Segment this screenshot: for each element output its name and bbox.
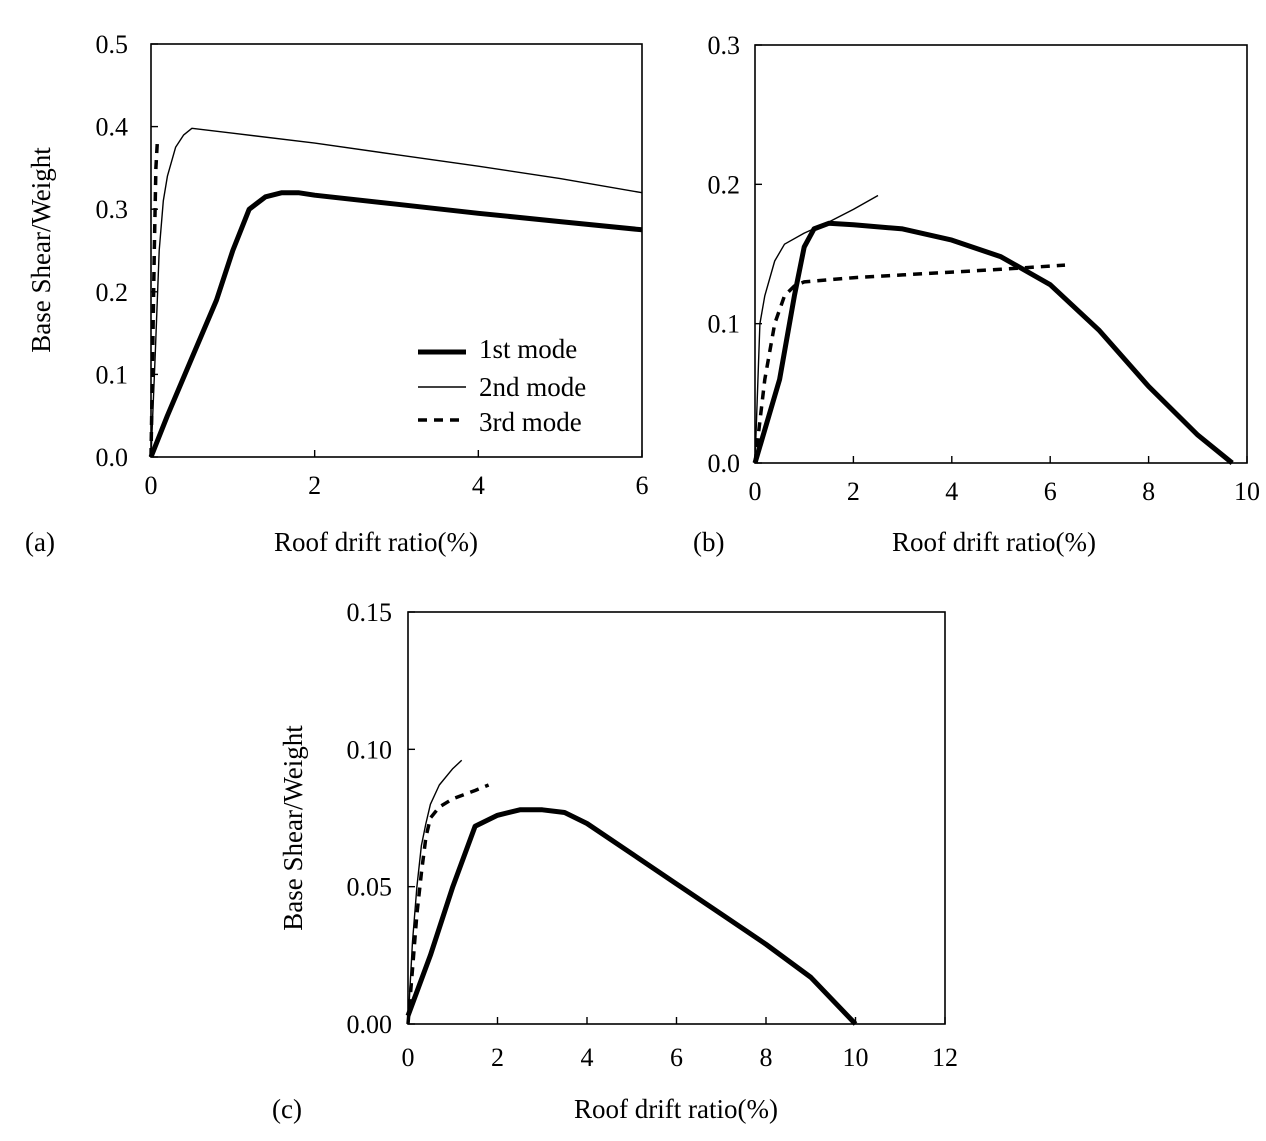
x-tick-label: 10: [843, 1043, 869, 1072]
series-line-3rd-mode: [753, 263, 1066, 464]
x-tick-label: 10: [1234, 477, 1260, 506]
y-tick-label: 0.3: [708, 31, 741, 60]
x-tick-label: 4: [472, 471, 485, 500]
x-tick-label: 6: [636, 471, 649, 500]
panel-c-y-axis-label: Base Shear/Weight: [278, 725, 308, 931]
series-line-2nd-mode: [150, 127, 643, 458]
series-line-1st-mode: [405, 807, 858, 1026]
x-tick-label: 8: [760, 1043, 773, 1072]
y-tick-label: 0.2: [708, 170, 741, 199]
legend-label-2nd-mode: 2nd mode: [479, 372, 586, 402]
x-tick-label: 6: [1044, 477, 1057, 506]
panel-a-y-axis-label: Base Shear/Weight: [26, 147, 56, 353]
panel-a-ticks: 0 2 4 6 0.0 0.1 0.2 0.3 0.4 0.5: [96, 30, 649, 500]
panel-c-marks: [405, 759, 858, 1026]
y-tick-label: 0.1: [708, 310, 741, 339]
legend-label-1st-mode: 1st mode: [479, 334, 577, 364]
series-line-3rd-mode: [149, 138, 160, 458]
x-tick-label: 2: [308, 471, 321, 500]
panel-c-label: (c): [272, 1094, 302, 1124]
y-tick-label: 0.00: [347, 1010, 393, 1039]
panel-b-marks: [752, 194, 1234, 465]
y-tick-label: 0.10: [347, 735, 393, 764]
series-line-1st-mode: [752, 220, 1234, 465]
panel-c: 0 2 4 6 8 10 12 0.00 0.05 0.10 0.15 Base Shear/Wei…: [272, 598, 958, 1124]
panel-a-marks: [148, 127, 643, 458]
y-tick-label: 0.0: [708, 449, 741, 478]
y-tick-label: 0.3: [96, 195, 129, 224]
panel-b-ticks: 0 2 4 6 8 10 0.0 0.1 0.2 0.3: [708, 31, 1261, 506]
panel-b-plot-frame: [754, 44, 1248, 464]
x-tick-label: 2: [847, 477, 860, 506]
series-line-3rd-mode: [406, 783, 490, 1025]
series-line-2nd-mode: [407, 759, 463, 1025]
y-tick-label: 0.0: [96, 443, 129, 472]
y-tick-label: 0.2: [96, 278, 129, 307]
x-tick-label: 6: [670, 1043, 683, 1072]
x-tick-label: 0: [145, 471, 158, 500]
x-tick-label: 0: [402, 1043, 415, 1072]
panel-b-label: (b): [693, 527, 724, 557]
x-tick-label: 12: [932, 1043, 958, 1072]
panel-a-plot-frame: [150, 43, 643, 458]
panel-a-legend: 1st mode 2nd mode 3rd mode: [418, 334, 586, 437]
panel-b: 0 2 4 6 8 100.00.10.20.3 Roof drift ratio(%) …: [693, 31, 1260, 557]
legend-label-3rd-mode: 3rd mode: [479, 407, 582, 437]
x-tick-label: 0: [749, 477, 762, 506]
y-tick-label: 0.4: [96, 113, 129, 142]
panel-c-ticks: 0 2 4 6 8 10 12 0.00 0.05 0.10 0.15: [347, 598, 959, 1072]
y-tick-label: 0.1: [96, 360, 129, 389]
panel-b-x-axis-label: Roof drift ratio(%): [892, 527, 1096, 557]
x-tick-label: 4: [945, 477, 958, 506]
panel-a: 0 2 4 6 0.0 0.1 0.2 0.3 0.4 0.5 Base Shear/Weight…: [25, 30, 649, 557]
y-tick-label: 0.5: [96, 30, 129, 59]
x-tick-label: 2: [491, 1043, 504, 1072]
y-tick-label: 0.05: [347, 873, 393, 902]
x-tick-label: 8: [1142, 477, 1155, 506]
panel-c-x-axis-label: Roof drift ratio(%): [574, 1094, 778, 1124]
panel-a-x-axis-label: Roof drift ratio(%): [274, 527, 478, 557]
series-line-2nd-mode: [754, 194, 879, 464]
y-tick-label: 0.15: [347, 598, 393, 627]
panel-a-label: (a): [25, 527, 55, 557]
series-line-1st-mode: [148, 190, 643, 458]
x-tick-label: 4: [581, 1043, 594, 1072]
